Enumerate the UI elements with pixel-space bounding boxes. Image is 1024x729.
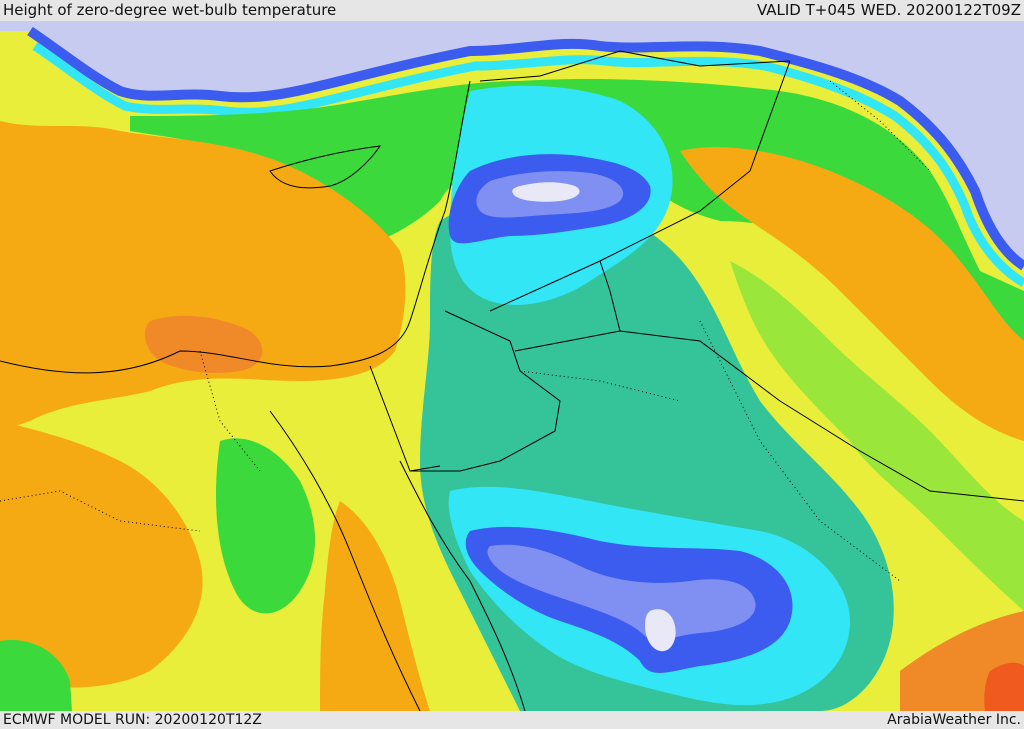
orange-zone-redsea — [320, 501, 430, 711]
lightgreen-band-east — [730, 261, 1024, 611]
map-title: Height of zero-degree wet-bulb temperatu… — [3, 1, 337, 19]
orange-zone-libya-egypt — [0, 121, 406, 431]
orange-zone-sahara — [0, 421, 203, 688]
cyprus — [269, 145, 382, 189]
midblue-core-south — [487, 544, 756, 641]
red-zone-se — [984, 662, 1024, 711]
jordan-border — [410, 310, 561, 472]
north-cyan-edge — [32, 42, 1024, 287]
north-blue-edge — [27, 26, 1024, 271]
redsea-coast-east — [399, 460, 526, 711]
mediterranean-coast — [0, 80, 471, 374]
green-patch-sinai — [215, 438, 315, 614]
orange-zone-gulf — [680, 147, 1024, 441]
footer-bar: ECMWF MODEL RUN: 20200120T12Z ArabiaWeat… — [0, 711, 1024, 729]
valid-time: VALID T+045 WED. 20200122T09Z — [756, 1, 1021, 19]
weather-map[interactable] — [0, 21, 1024, 711]
iraq-jordan-line — [599, 260, 621, 332]
model-run: ECMWF MODEL RUN: 20200120T12Z — [3, 712, 262, 728]
iraq-border — [489, 60, 791, 312]
credit: ArabiaWeather Inc. — [887, 712, 1021, 728]
map-canvas — [0, 21, 1024, 711]
darkorange-patch — [144, 315, 263, 373]
green-patch-southwest — [0, 640, 72, 711]
green-zone-north — [130, 79, 1024, 351]
north-cold-zone — [0, 21, 1024, 261]
redsea-coast-west — [269, 410, 421, 711]
internal-boundaries — [0, 80, 931, 582]
borders — [0, 50, 1024, 711]
white-core-levant — [512, 182, 580, 202]
header-bar: Height of zero-degree wet-bulb temperatu… — [0, 0, 1024, 21]
white-core-south — [645, 609, 676, 652]
syria-border — [479, 50, 791, 82]
